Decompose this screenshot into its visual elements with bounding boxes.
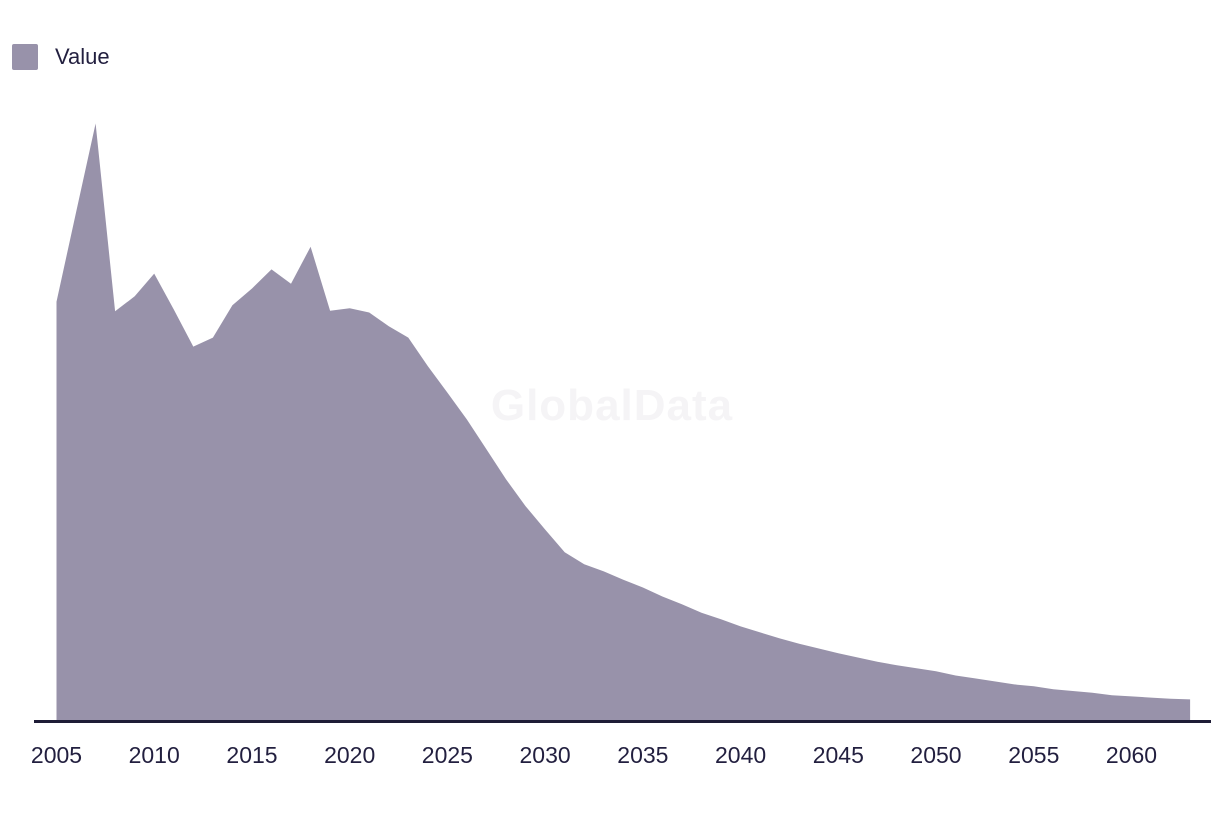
x-axis-tick-label: 2015 <box>226 742 278 768</box>
x-axis-tick-label: 2020 <box>324 742 376 768</box>
x-axis-tick-label: 2040 <box>715 742 767 768</box>
legend-item-value[interactable]: Value <box>12 44 110 70</box>
legend-label: Value <box>55 44 110 69</box>
x-axis-tick-label: 2060 <box>1105 742 1158 768</box>
x-axis-tick-label: 2030 <box>519 742 571 768</box>
x-axis-tick-label: 2045 <box>812 742 864 768</box>
legend-swatch-icon <box>12 44 38 70</box>
x-axis-tick-label: 2055 <box>1008 742 1060 768</box>
x-axis-tick-label: 2005 <box>30 742 83 768</box>
x-axis-tick-label: 2010 <box>128 742 180 768</box>
x-axis-tick-label: 2025 <box>421 742 473 768</box>
area-series-value <box>56 123 1191 722</box>
x-axis-tick-labels: 2005 2010 2015 2020 2025 2030 2035 2040 2045 2050… <box>0 742 1220 772</box>
x-axis-tick-label: 2035 <box>617 742 669 768</box>
globaldata-watermark: GlobalData <box>490 381 734 430</box>
x-axis-tick-label: 2050 <box>910 742 962 768</box>
x-axis-line <box>34 720 1211 723</box>
